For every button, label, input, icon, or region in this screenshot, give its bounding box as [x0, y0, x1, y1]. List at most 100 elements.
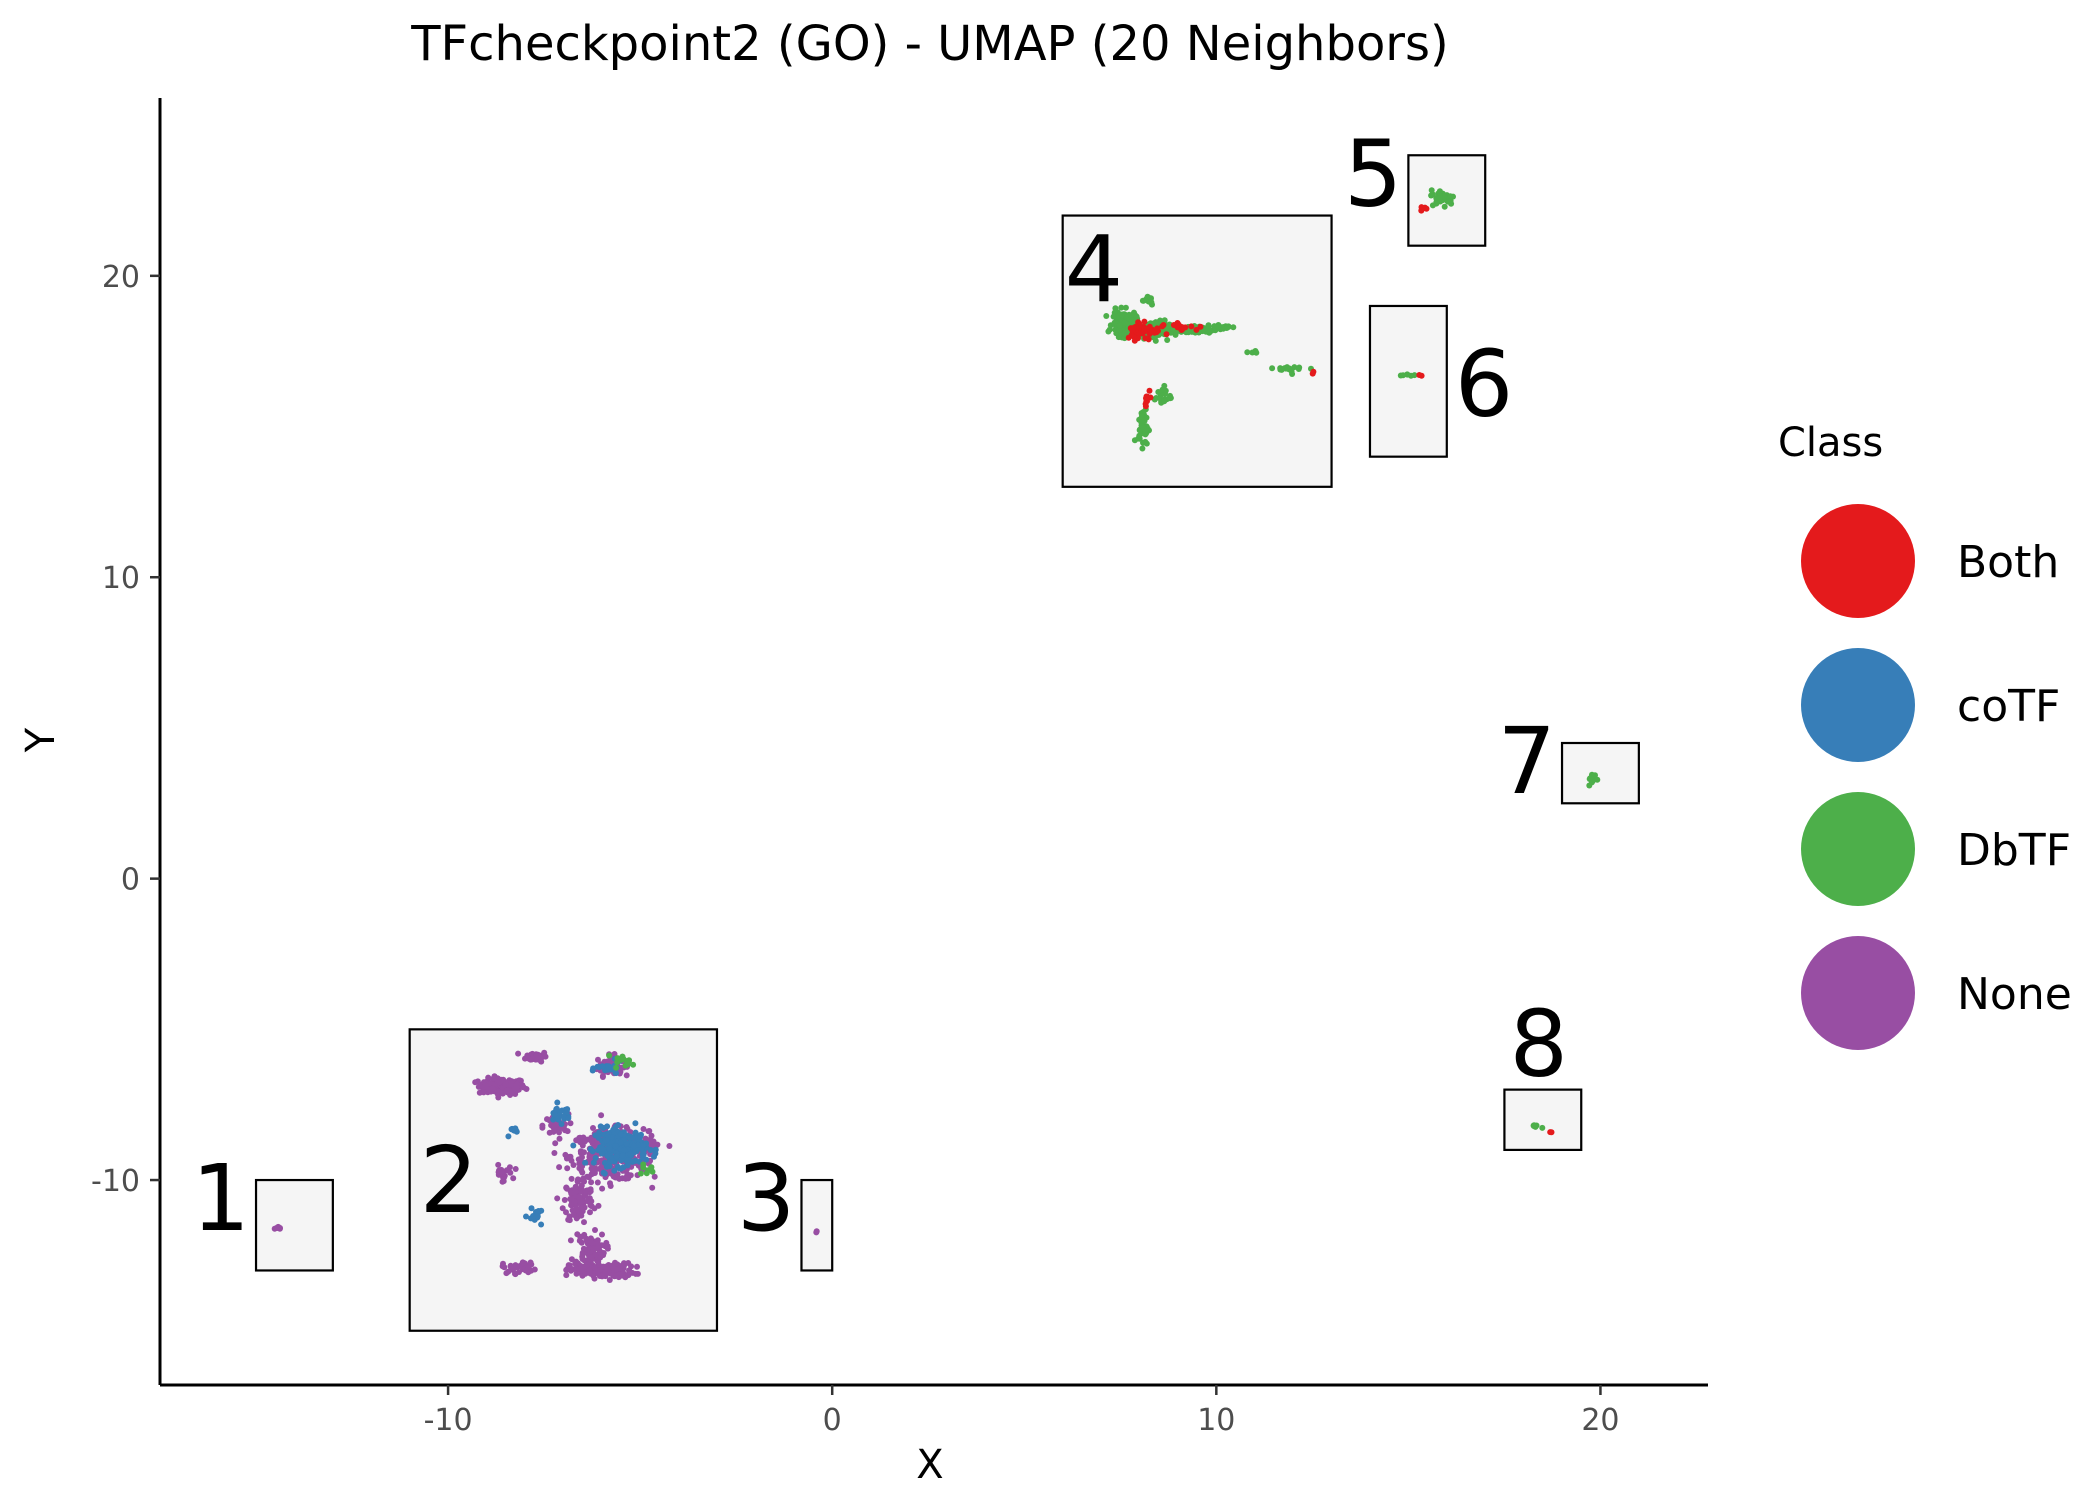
- cluster-box-8: [1503, 1088, 1583, 1152]
- data-point: [565, 1115, 572, 1122]
- data-point: [1148, 328, 1154, 335]
- data-point: [623, 1072, 630, 1079]
- data-point: [618, 1262, 625, 1269]
- data-point: [563, 1267, 570, 1273]
- data-point: [598, 1150, 605, 1157]
- data-point: [1441, 203, 1448, 210]
- data-point: [1197, 323, 1204, 330]
- data-point: [1244, 349, 1251, 356]
- data-point: [507, 1081, 514, 1088]
- data-point: [1147, 298, 1154, 305]
- data-point: [1215, 324, 1222, 330]
- data-point: [472, 1079, 479, 1086]
- data-point: [1269, 365, 1276, 372]
- data-point: [651, 1173, 658, 1180]
- data-point: [599, 1063, 606, 1070]
- data-point: [556, 1129, 562, 1136]
- data-point: [1141, 318, 1148, 325]
- data-point: [567, 1120, 574, 1127]
- data-point: [576, 1165, 583, 1172]
- data-point: [524, 1052, 531, 1059]
- data-point: [1144, 394, 1151, 401]
- data-point: [1121, 330, 1128, 337]
- data-point: [1112, 305, 1119, 312]
- data-point: [572, 1189, 579, 1195]
- data-point: [551, 1111, 558, 1118]
- data-point: [1206, 329, 1213, 336]
- data-point: [592, 1251, 599, 1258]
- data-point: [1418, 207, 1425, 214]
- data-point: [515, 1050, 522, 1057]
- data-point: [520, 1084, 527, 1091]
- data-point: [627, 1172, 634, 1179]
- axes: -10 0 10 20 -10 0 10 20: [91, 98, 1708, 1438]
- data-point: [482, 1082, 489, 1089]
- data-point: [495, 1161, 502, 1168]
- data-point: [522, 1267, 529, 1274]
- data-point: [1122, 304, 1129, 311]
- data-point: [640, 1142, 647, 1149]
- data-point: [572, 1184, 579, 1191]
- data-point: [573, 1205, 579, 1212]
- data-point: [637, 1170, 644, 1177]
- data-point: [586, 1267, 593, 1274]
- data-point: [612, 1069, 619, 1076]
- data-point: [499, 1090, 506, 1097]
- data-point: [567, 1196, 574, 1202]
- data-point: [637, 1134, 643, 1140]
- data-point: [570, 1162, 577, 1168]
- data-point: [604, 1266, 611, 1272]
- data-point: [562, 1151, 569, 1158]
- cluster-boxes: [254, 154, 1640, 1332]
- data-point: [590, 1125, 596, 1131]
- data-point: [570, 1211, 577, 1218]
- cluster-label-8: 8: [1510, 991, 1569, 1098]
- data-point: [1142, 438, 1149, 445]
- data-point: [594, 1237, 601, 1244]
- data-point: [587, 1186, 594, 1193]
- legend-swatch-none: [1801, 936, 1915, 1050]
- data-point: [632, 1120, 639, 1127]
- data-point: [624, 1059, 631, 1066]
- data-point: [615, 1122, 621, 1128]
- data-point: [1131, 337, 1138, 344]
- legend-label-cotf: coTF: [1957, 681, 2060, 732]
- data-point: [512, 1270, 518, 1277]
- data-point: [579, 1177, 586, 1184]
- data-point: [588, 1179, 595, 1186]
- data-point: [604, 1123, 611, 1130]
- data-point: [606, 1277, 613, 1283]
- data-point: [590, 1159, 597, 1166]
- data-point: [563, 1209, 569, 1216]
- data-point: [1121, 319, 1128, 326]
- data-point: [1133, 313, 1140, 320]
- data-point: [581, 1149, 587, 1156]
- data-point: [622, 1175, 629, 1182]
- data-point: [554, 1195, 561, 1202]
- data-point: [617, 1165, 624, 1172]
- data-point: [1142, 431, 1149, 438]
- data-point: [553, 1105, 560, 1112]
- legend-label-dbtf: DbTF: [1957, 825, 2071, 876]
- data-point: [595, 1056, 601, 1063]
- data-point: [1175, 321, 1182, 328]
- data-point: [599, 1074, 606, 1080]
- data-point: [564, 1128, 571, 1135]
- series-none: [271, 1049, 820, 1283]
- data-point: [1588, 779, 1595, 786]
- data-point: [1253, 349, 1260, 356]
- data-point: [1161, 398, 1168, 405]
- data-point: [1400, 372, 1407, 379]
- series-cotf: [505, 1055, 659, 1228]
- data-point: [618, 1056, 625, 1063]
- data-point: [1530, 1123, 1537, 1129]
- data-point: [594, 1179, 601, 1186]
- data-point: [564, 1185, 570, 1192]
- data-point: [485, 1074, 492, 1081]
- data-point: [625, 1260, 632, 1266]
- cluster-label-1: 1: [191, 1145, 250, 1252]
- data-point: [558, 1121, 565, 1127]
- cluster-box-7: [1560, 741, 1640, 805]
- data-point: [599, 1145, 606, 1152]
- data-point: [1295, 366, 1302, 372]
